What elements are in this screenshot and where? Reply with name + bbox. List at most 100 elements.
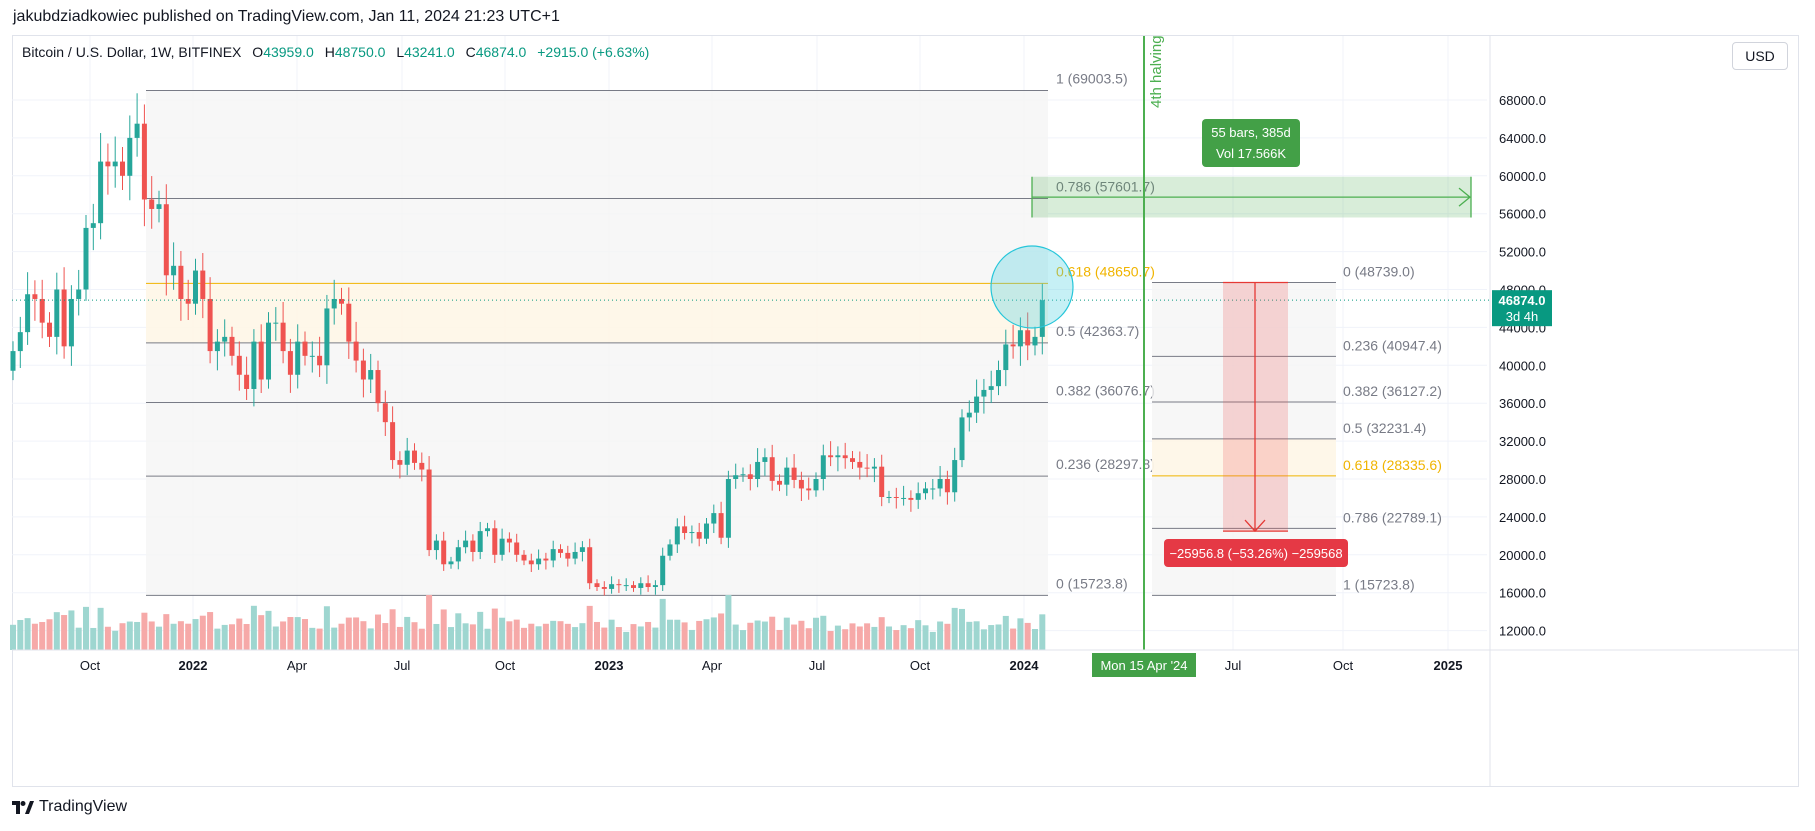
candle [324, 294, 330, 384]
halving-date-tag-bg [1092, 653, 1196, 677]
high-label: H [324, 44, 335, 60]
price-axis-label: 28000.0 [1499, 472, 1546, 487]
currency-button[interactable]: USD [1732, 42, 1788, 70]
candle-body [769, 457, 775, 481]
candle [879, 454, 885, 507]
candle-body [477, 531, 483, 552]
candle [485, 522, 490, 537]
candle-body [171, 265, 177, 276]
volume-bar [703, 619, 710, 650]
candle [426, 456, 432, 557]
candle [47, 312, 52, 348]
candle-body [47, 322, 52, 337]
volume-bar [864, 623, 871, 650]
candle-body [54, 289, 60, 337]
volume-bar [17, 619, 24, 650]
price-axis-label: 56000.0 [1499, 207, 1546, 222]
volume-bar [1017, 618, 1024, 650]
candle-body [842, 455, 848, 459]
volume-bar [68, 610, 75, 650]
candle [915, 482, 921, 509]
open-label: O [252, 44, 264, 60]
candle [601, 581, 607, 596]
candle-body [682, 526, 688, 534]
time-axis-label: Oct [910, 658, 931, 673]
candle [842, 442, 848, 469]
candle-body [25, 294, 31, 333]
candle [944, 470, 950, 505]
candle-body [426, 469, 432, 551]
fib-proj-level-label: 0.5 (32231.4) [1343, 420, 1426, 436]
candle [10, 341, 16, 381]
volume-bar [455, 613, 462, 650]
price-chart[interactable]: 1 (69003.5) 0.786 (57601.7) 0.618 (48650.7… [0, 0, 1815, 790]
time-axis-label: Jul [394, 658, 411, 673]
open-value: 43959.0 [263, 44, 314, 60]
candle [105, 143, 111, 195]
candle [353, 321, 359, 373]
volume-bar [922, 625, 929, 650]
tradingview-logo[interactable]: TradingView [12, 798, 127, 816]
volume-bar [433, 623, 440, 650]
candle-body [565, 552, 571, 559]
candle [784, 457, 790, 496]
candle-body [331, 298, 337, 309]
volume-bar [937, 621, 944, 650]
fib-proj-golden-zone [1152, 438, 1336, 476]
candle [412, 443, 417, 470]
candle-body [514, 542, 520, 555]
candle [587, 538, 593, 590]
volume-bar [53, 612, 60, 650]
candle [988, 370, 994, 404]
price-axis-label: 36000.0 [1499, 396, 1546, 411]
candle-body [988, 386, 994, 390]
candle-body [725, 479, 731, 538]
candle [251, 329, 257, 407]
candle [718, 501, 724, 545]
price-range-label: −25956.8 (−53.26%) −259568 [1164, 539, 1348, 567]
volume-bar [528, 623, 535, 650]
candle [857, 451, 863, 480]
candle [266, 312, 271, 389]
candle [163, 184, 169, 296]
time-axis-label: Apr [287, 658, 308, 673]
volume-bar [710, 617, 717, 650]
volume-bar [1024, 622, 1031, 650]
date-range-volume-text: Vol 17.566K [1216, 146, 1286, 161]
volume-bar [61, 615, 68, 650]
volume-bar [90, 627, 97, 650]
price-axis-label: 32000.0 [1499, 434, 1546, 449]
volume-bar [10, 624, 16, 650]
candle-body [915, 493, 921, 500]
volume-bar [776, 629, 783, 650]
candle-body [813, 479, 819, 491]
price-axis-label: 24000.0 [1499, 510, 1546, 525]
candle [996, 360, 1001, 396]
volume-bar [521, 627, 527, 650]
candle-body [718, 513, 724, 538]
candle [1039, 283, 1045, 355]
volume-bar [83, 606, 89, 650]
volume-bar [1039, 614, 1046, 650]
volume-bar [1032, 629, 1038, 650]
volume-bar [192, 619, 199, 650]
volume-bar [769, 616, 776, 650]
volume-bar [988, 625, 995, 650]
candle-body [214, 341, 220, 352]
volume-bar [243, 624, 250, 650]
candle-body [280, 322, 286, 352]
symbol-name[interactable]: Bitcoin / U.S. Dollar, 1W, BITFINEX [22, 44, 242, 60]
volume-bar [980, 629, 987, 650]
time-axis-label: 2025 [1434, 658, 1463, 673]
candle [404, 437, 410, 476]
candle-body [455, 547, 461, 562]
volume-bar [426, 595, 433, 650]
volume-bar [39, 622, 46, 650]
candle [521, 550, 527, 566]
volume-bar [900, 625, 907, 650]
volume-bar [345, 617, 352, 650]
candle [952, 447, 958, 502]
volume-bar [747, 622, 754, 650]
candle [317, 336, 323, 378]
candle [974, 379, 980, 423]
